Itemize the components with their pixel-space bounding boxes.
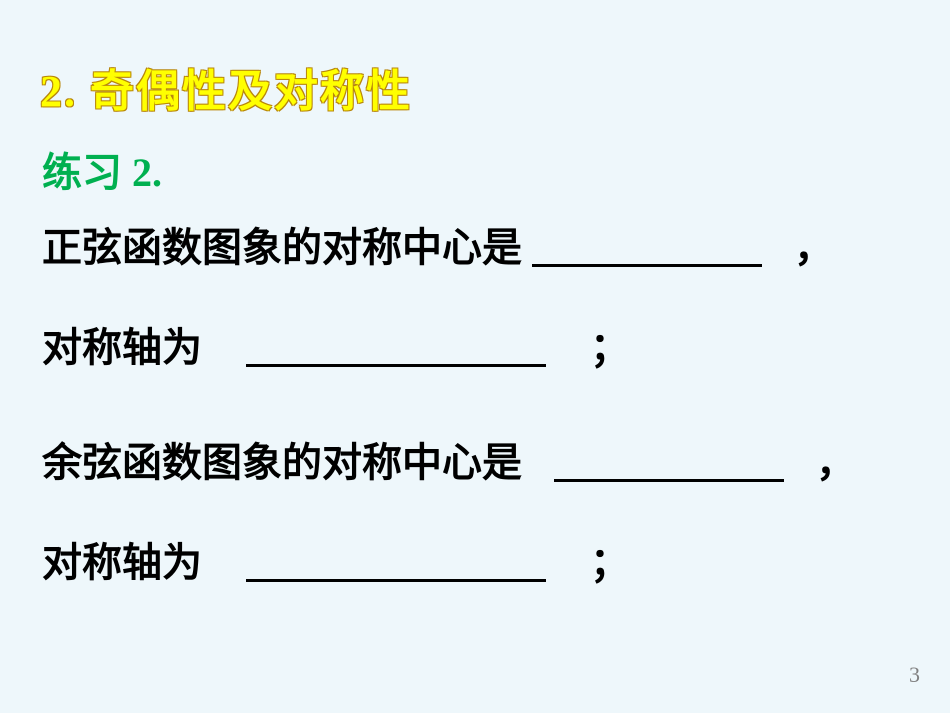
line3-post: ， xyxy=(816,440,856,485)
blank-sine-axis xyxy=(246,324,546,367)
page-number: 3 xyxy=(909,662,920,688)
line2-pre: 对称轴为 xyxy=(42,325,202,370)
line-sine-center: 正弦函数图象的对称中心是 ， xyxy=(42,215,834,273)
line2-post: ； xyxy=(590,325,630,370)
blank-cosine-center xyxy=(554,439,784,482)
line-sine-axis: 对称轴为 ； xyxy=(42,315,630,373)
exercise-label: 练习 2. xyxy=(42,140,162,198)
line1-post: ， xyxy=(794,225,834,270)
blank-sine-center xyxy=(532,224,762,267)
line-cosine-center: 余弦函数图象的对称中心是 ， xyxy=(42,430,856,488)
slide: 2. 奇偶性及对称性 练习 2. 正弦函数图象的对称中心是 ， 对称轴为 ； 余… xyxy=(0,0,950,713)
line4-post: ； xyxy=(590,540,630,585)
line1-pre: 正弦函数图象的对称中心是 xyxy=(42,225,522,270)
blank-cosine-axis xyxy=(246,539,546,582)
line4-pre: 对称轴为 xyxy=(42,540,202,585)
section-heading: 2. 奇偶性及对称性 xyxy=(40,55,412,119)
line3-pre: 余弦函数图象的对称中心是 xyxy=(42,440,522,485)
line-cosine-axis: 对称轴为 ； xyxy=(42,530,630,588)
